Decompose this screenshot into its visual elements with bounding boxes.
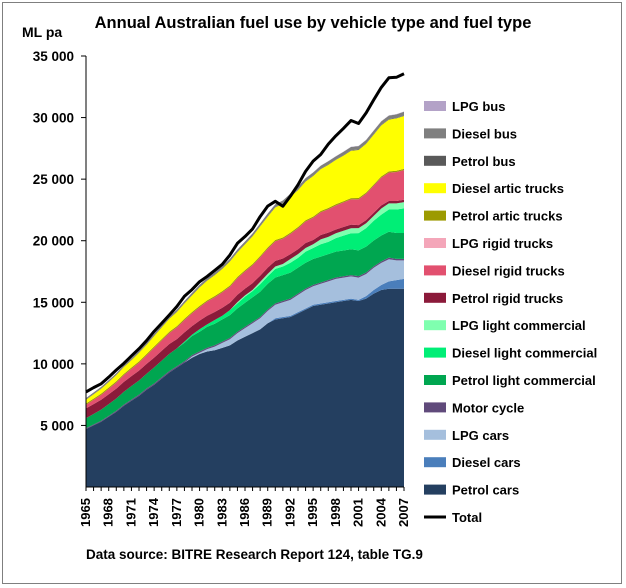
- x-tick-label: 1998: [328, 498, 343, 527]
- x-tick-label: 1968: [101, 498, 116, 527]
- legend-label-lpg-light-commercial: LPG light commercial: [452, 318, 586, 333]
- legend-label-petrol-bus: Petrol bus: [452, 154, 516, 169]
- x-tick-label: 1995: [305, 498, 320, 527]
- chart-title: Annual Australian fuel use by vehicle ty…: [94, 14, 532, 32]
- y-tick-label: 25 000: [33, 172, 74, 187]
- legend-label-motor-cycle: Motor cycle: [452, 400, 524, 415]
- legend-label-petrol-light-commercial: Petrol light commercial: [452, 373, 596, 388]
- legend-label-diesel-bus: Diesel bus: [452, 126, 517, 141]
- y-axis-unit-label: ML pa: [22, 24, 63, 40]
- legend-swatch-diesel-artic-trucks: [424, 183, 446, 194]
- legend-swatch-diesel-rigid-trucks: [424, 265, 446, 276]
- x-tick-label: 1989: [260, 498, 275, 527]
- legend-swatch-petrol-artic-trucks: [424, 210, 446, 221]
- legend-label-lpg-bus: LPG bus: [452, 99, 505, 114]
- legend-swatch-lpg-bus: [424, 101, 446, 111]
- area-petrol-cars: [86, 288, 404, 487]
- total-line: [85, 72, 405, 394]
- legend-label-petrol-rigid-trucks: Petrol rigid trucks: [452, 291, 563, 306]
- legend-swatch-petrol-bus: [424, 155, 446, 166]
- x-tick-label: 1992: [282, 498, 297, 527]
- y-tick-label: 15 000: [33, 295, 74, 310]
- area-petrol-light-commercial: [86, 231, 404, 429]
- area-diesel-cars: [86, 278, 404, 430]
- legend-swatch-diesel-bus: [424, 128, 446, 139]
- y-tick-label: 20 000: [33, 234, 74, 249]
- y-tick-label: 35 000: [33, 49, 74, 64]
- area-diesel-light-commercial: [86, 208, 404, 419]
- y-tick-label: 30 000: [33, 111, 74, 126]
- x-tick-label: 1965: [78, 498, 93, 527]
- x-tick-label: 1986: [237, 498, 252, 527]
- y-tick-label: 10 000: [33, 357, 74, 372]
- legend-swatch-diesel-cars: [424, 457, 446, 468]
- legend-swatch-petrol-rigid-trucks: [424, 292, 446, 303]
- x-tick-label: 2007: [396, 498, 411, 527]
- legend-swatch-lpg-cars: [424, 429, 446, 440]
- data-source-note: Data source: BITRE Research Report 124, …: [86, 547, 423, 562]
- area-petrol-rigid-trucks: [86, 199, 404, 419]
- legend-swatch-lpg-light-commercial: [424, 320, 446, 331]
- area-diesel-artic-trucks: [86, 115, 404, 404]
- legend-label-diesel-cars: Diesel cars: [452, 455, 521, 470]
- legend-label-diesel-light-commercial: Diesel light commercial: [452, 346, 597, 361]
- legend-label-total: Total: [452, 510, 482, 525]
- area-lpg-cars: [86, 259, 404, 430]
- legend-label-diesel-rigid-trucks: Diesel rigid trucks: [452, 263, 565, 278]
- legend-label-lpg-rigid-trucks: LPG rigid trucks: [452, 236, 553, 251]
- legend-label-petrol-cars: Petrol cars: [452, 483, 519, 498]
- legend-swatch-motor-cycle: [424, 402, 446, 413]
- x-tick-label: 1980: [192, 498, 207, 527]
- y-tick-label: 5 000: [40, 418, 74, 433]
- x-tick-label: 2004: [373, 497, 388, 527]
- legend-label-petrol-artic-trucks: Petrol artic trucks: [452, 209, 563, 224]
- x-tick-label: 1971: [123, 498, 138, 527]
- x-tick-label: 1983: [214, 498, 229, 527]
- legend-swatch-petrol-cars: [424, 484, 446, 495]
- legend-swatch-lpg-rigid-trucks: [424, 238, 446, 248]
- x-tick-label: 2001: [351, 498, 366, 527]
- legend-swatch-diesel-light-commercial: [424, 347, 446, 358]
- legend-label-lpg-cars: LPG cars: [452, 428, 509, 443]
- x-tick-label: 1974: [146, 497, 161, 527]
- legend-label-diesel-artic-trucks: Diesel artic trucks: [452, 181, 564, 196]
- x-tick-label: 1977: [169, 498, 184, 527]
- legend-swatch-petrol-light-commercial: [424, 375, 446, 385]
- area-diesel-rigid-trucks: [86, 170, 404, 409]
